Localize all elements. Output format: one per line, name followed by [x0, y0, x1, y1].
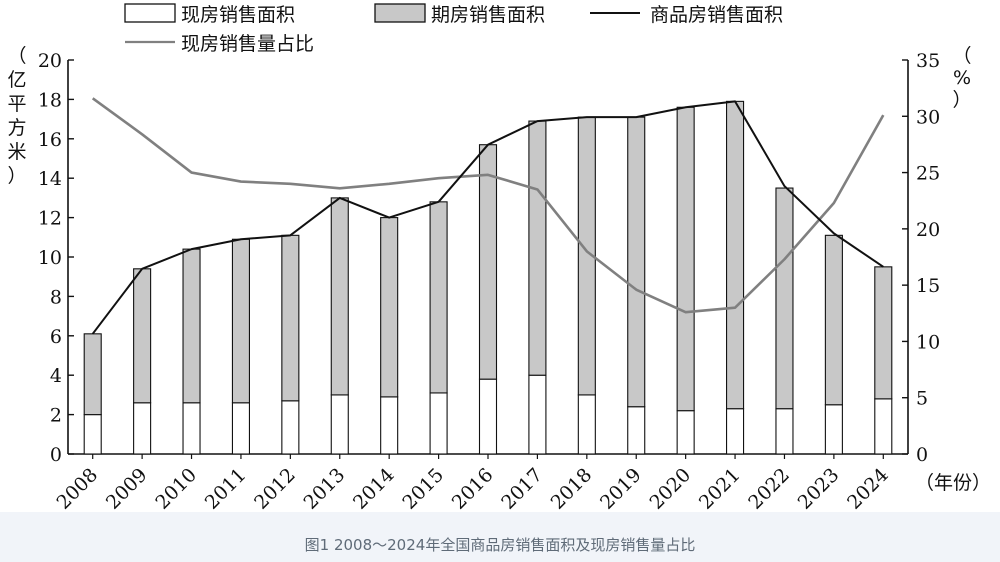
x-tick-label: 2011 [201, 464, 251, 512]
legend-swatch-presale [374, 3, 426, 23]
bar-current [380, 396, 399, 455]
y-left-tick-label: 10 [38, 247, 62, 269]
bar-current [627, 406, 646, 455]
bar-current [478, 378, 498, 455]
bar-current [824, 404, 843, 455]
bar-current [874, 398, 893, 455]
bar-presale [775, 187, 794, 410]
legend: 现房销售面积 期房销售面积 商品房销售面积 现房销售量占比 [124, 3, 783, 55]
legend-label-total: 商品房销售面积 [650, 4, 783, 26]
legend-swatch-current [124, 3, 176, 23]
legend-label-current: 现房销售面积 [181, 4, 295, 26]
bar-current [528, 374, 547, 455]
x-tick-label: 2015 [398, 464, 448, 512]
y-left-tick-label: 8 [50, 286, 62, 308]
x-tick-label: 2013 [300, 464, 350, 512]
bar-current [281, 400, 300, 455]
x-tick-label: 2021 [695, 464, 745, 512]
y-left-axis-title: （亿平方米） [7, 45, 26, 187]
bar-current [231, 402, 250, 455]
bar-current [726, 408, 745, 455]
y-left-tick-label: 20 [38, 50, 62, 72]
legend-label-share: 现房销售量占比 [181, 33, 314, 55]
bar-presale [83, 333, 102, 416]
x-tick-label: 2009 [102, 464, 152, 512]
y-right-tick-label: 25 [916, 163, 940, 185]
bar-presale [281, 234, 300, 402]
chart-svg: 现房销售面积 期房销售面积 商品房销售面积 现房销售量占比 （亿平方米） （%）… [7, 3, 991, 512]
x-tick-label: 2024 [843, 464, 893, 512]
bar-presale [824, 234, 843, 406]
bar-presale [874, 266, 893, 400]
y-left-tick-label: 12 [38, 208, 62, 230]
bar-current [330, 394, 349, 455]
y-left-tick-label: 0 [50, 444, 62, 466]
x-tick-label: 2022 [744, 464, 794, 512]
bar-presale [182, 248, 201, 404]
x-tick-label: 2020 [645, 464, 695, 512]
bar-presale [330, 197, 349, 396]
y-left-tick-label: 2 [50, 405, 62, 427]
line-share-series [91, 97, 885, 314]
x-tick-label: 2010 [151, 464, 201, 512]
bar-presale [676, 106, 695, 412]
bar-presale [726, 100, 745, 410]
bar-presale [478, 144, 498, 380]
bar-current [577, 394, 596, 455]
x-tick-label: 2018 [547, 464, 597, 512]
x-tick-label: 2023 [794, 464, 844, 512]
legend-label-presale: 期房销售面积 [431, 4, 545, 26]
x-tick-label: 2019 [596, 464, 646, 512]
y-right-tick-label: 20 [916, 219, 940, 241]
y-right-tick-label: 30 [916, 106, 940, 128]
y-left-tick-label: 16 [38, 129, 62, 151]
bar-presale [528, 120, 547, 376]
x-tick-label: 2016 [448, 464, 498, 512]
x-tick-label: 2014 [349, 464, 399, 512]
x-axis-title: （年份） [915, 472, 991, 494]
bar-presale [133, 268, 152, 404]
y-right-tick-label: 0 [916, 444, 928, 466]
x-tick-label: 2008 [52, 464, 102, 512]
y-right-axis-title: （%） [952, 45, 971, 111]
x-tick-label: 2017 [497, 464, 547, 512]
bar-current [83, 414, 102, 455]
bar-presale [231, 238, 250, 404]
y-right-tick-label: 5 [916, 388, 928, 410]
y-right-tick-label: 10 [916, 331, 940, 353]
bar-current [676, 410, 695, 455]
bar-current [775, 408, 794, 455]
bar-current [429, 392, 448, 455]
y-right-tick-label: 15 [916, 275, 940, 297]
x-tick-label: 2012 [250, 464, 300, 512]
y-left-tick-label: 18 [38, 89, 62, 111]
y-left-tick-label: 4 [50, 365, 62, 387]
y-right-tick-label: 35 [916, 50, 940, 72]
y-left-tick-label: 14 [38, 168, 62, 190]
figure-caption: 图1 2008～2024年全国商品房销售面积及现房销售量占比 [304, 536, 696, 554]
bar-presale [627, 116, 646, 408]
line-total-series [91, 100, 884, 335]
bar-presale [380, 217, 399, 398]
bar-current [133, 402, 152, 455]
bar-current [182, 402, 201, 455]
y-left-tick-label: 6 [50, 326, 62, 348]
bar-presale [429, 201, 448, 394]
